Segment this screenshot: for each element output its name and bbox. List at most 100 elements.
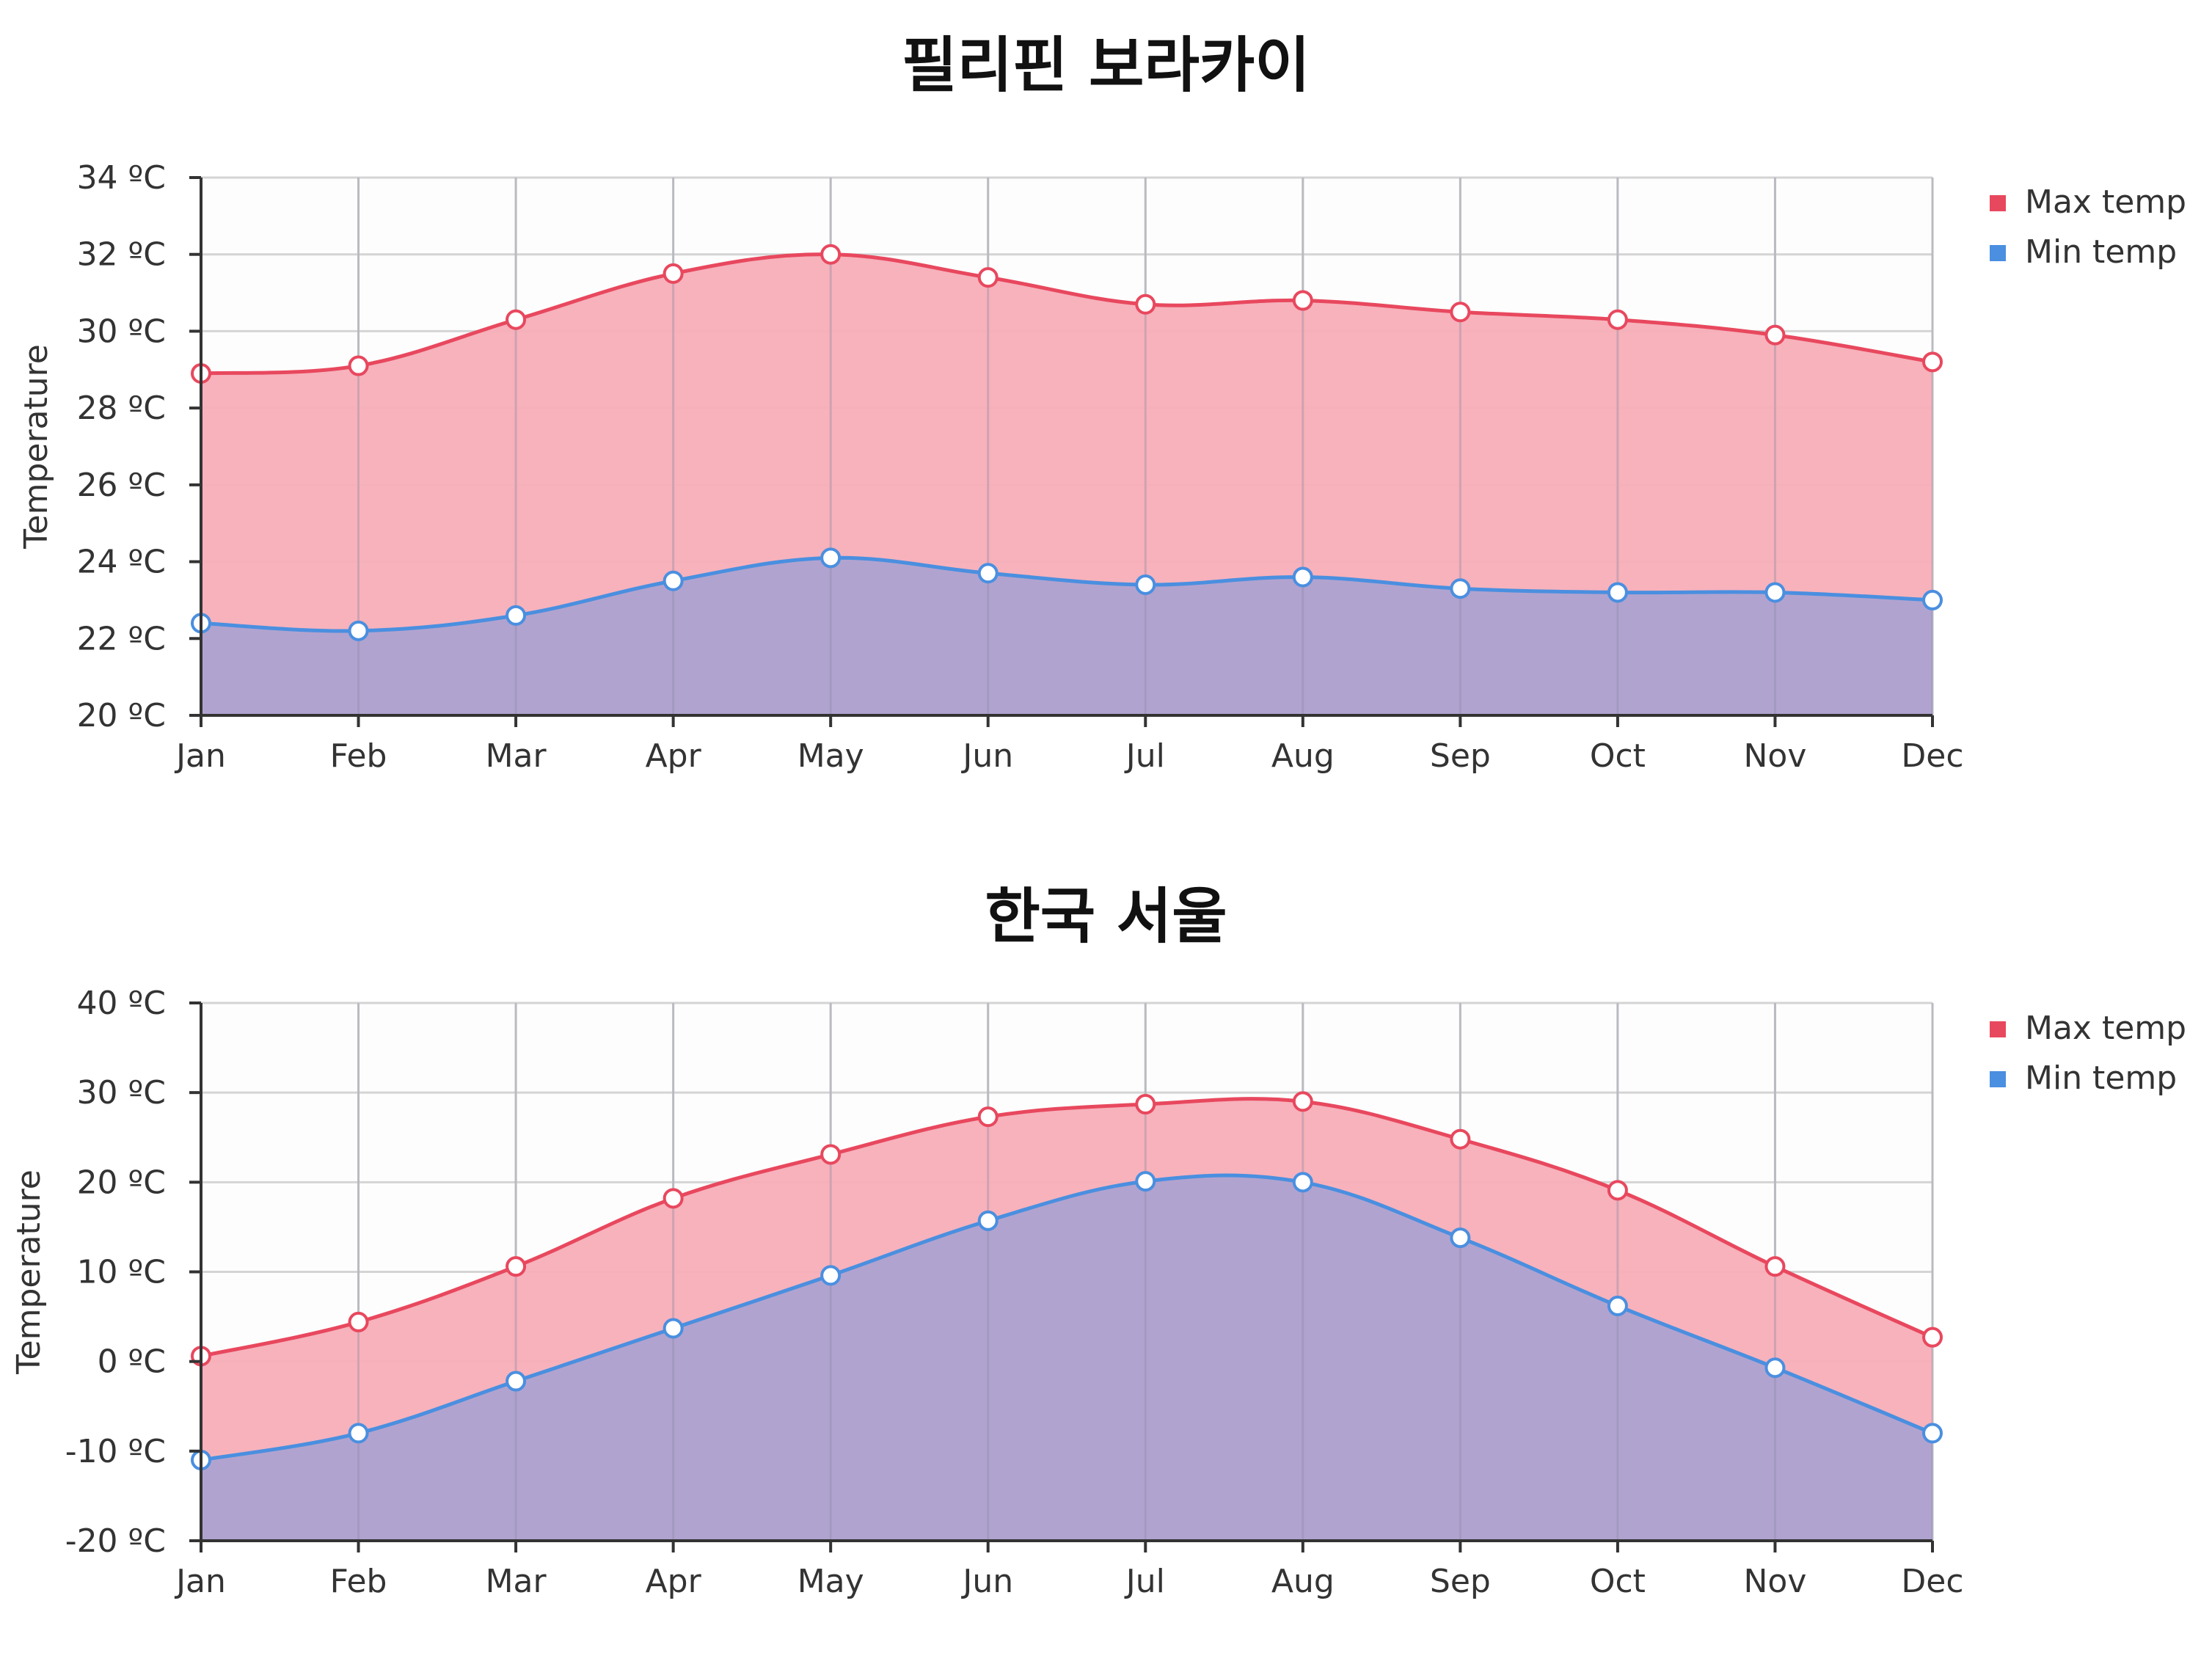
x-tick-label: Jan <box>174 1563 226 1600</box>
y-tick-label: 20 ºC <box>77 697 166 734</box>
legend-label: Max temp <box>2025 183 2186 221</box>
legend-swatch <box>1990 1021 2006 1037</box>
max-temp-point <box>820 1144 842 1165</box>
max-temp-point <box>977 1106 999 1128</box>
min-temp-point <box>1922 589 1943 610</box>
max-temp-point <box>1450 302 1471 323</box>
chart-title: 필리핀 보라카이 <box>902 31 1310 101</box>
min-temp-line <box>200 555 1933 633</box>
min-temp-area <box>201 1175 1932 1541</box>
x-tick-label: Nov <box>1744 1563 1807 1600</box>
min-temp-point <box>1607 1295 1628 1316</box>
x-tick-label: Dec <box>1901 1563 1963 1600</box>
min-temp-point <box>662 1318 684 1339</box>
legend-swatch <box>1990 245 2006 261</box>
min-temp-point <box>348 1423 369 1444</box>
min-temp-point <box>1135 574 1156 595</box>
max-temp-point <box>1135 1094 1156 1115</box>
y-tick-label: 30 ºC <box>77 1074 166 1112</box>
max-temp-point <box>1764 1256 1786 1277</box>
min-temp-point <box>662 570 684 591</box>
min-temp-point <box>1607 582 1628 603</box>
max-temp-point <box>1922 1327 1943 1348</box>
x-tick-label: Apr <box>646 737 702 775</box>
max-temp-point <box>505 1256 527 1277</box>
max-temp-point <box>1764 324 1786 346</box>
chart-seoul: 한국 서울 40 ºC 30 ºC 20 ºC 10 ºC 0 ºC -10 ºC -20 … <box>0 832 2212 1664</box>
min-temp-point <box>1922 1423 1943 1444</box>
x-tick-label: Jan <box>174 737 226 775</box>
max-temp-point <box>662 1188 684 1209</box>
y-tick-label: 30 ºC <box>77 313 166 350</box>
min-temp-point <box>977 1210 999 1231</box>
min-temp-point <box>1764 1357 1786 1379</box>
y-axis-title: Temperature <box>18 344 55 550</box>
x-tick-label: Jun <box>960 1563 1013 1600</box>
x-tick-label: Apr <box>646 1563 702 1600</box>
y-tick-label: -20 ºC <box>65 1522 166 1560</box>
x-tick-label: Aug <box>1271 1563 1335 1600</box>
x-tick-label: Feb <box>330 737 387 775</box>
legend: Max temp Min temp <box>1990 1010 2186 1097</box>
legend-label: Min temp <box>2025 233 2177 271</box>
x-tick-label: Feb <box>330 1563 387 1600</box>
min-temp-point <box>1292 566 1313 588</box>
min-temp-point <box>977 563 999 584</box>
y-tick-label: 28 ºC <box>77 390 166 427</box>
max-temp-point <box>1292 1091 1313 1112</box>
max-temp-line <box>200 252 1933 376</box>
max-temp-point <box>662 263 684 284</box>
y-axis-title: Temperature <box>10 1169 48 1375</box>
x-tick-label: Aug <box>1271 737 1335 775</box>
max-temp-point <box>348 355 369 376</box>
x-tick-label: Jul <box>1124 737 1165 775</box>
min-temp-point <box>505 605 527 626</box>
min-temp-point <box>348 620 369 641</box>
max-temp-point <box>505 309 527 330</box>
chart-title: 한국 서울 <box>985 882 1227 952</box>
y-tick-label: 22 ºC <box>77 620 166 657</box>
y-tick-label: 34 ºC <box>77 159 166 197</box>
x-tick-label: Sep <box>1430 737 1491 775</box>
legend-label: Min temp <box>2025 1059 2177 1097</box>
x-tick-label: Sep <box>1430 1563 1491 1600</box>
legend-label: Max temp <box>2025 1010 2186 1047</box>
max-temp-point <box>1607 309 1628 330</box>
max-temp-point <box>348 1311 369 1332</box>
x-tick-label: Oct <box>1590 1563 1646 1600</box>
max-temp-point <box>977 267 999 288</box>
min-temp-point <box>1292 1172 1313 1193</box>
y-tick-label: -10 ºC <box>65 1433 166 1470</box>
min-temp-point <box>1764 582 1786 603</box>
x-tick-label: Jun <box>960 737 1013 775</box>
max-temp-point <box>820 244 842 265</box>
min-temp-point <box>1450 1227 1471 1249</box>
min-temp-point <box>1450 578 1471 599</box>
y-tick-label: 24 ºC <box>77 544 166 581</box>
x-tick-label: Dec <box>1901 737 1963 775</box>
min-temp-line <box>200 1173 1933 1462</box>
x-tick-label: Mar <box>486 1563 547 1600</box>
x-tick-label: May <box>797 737 864 775</box>
y-tick-label: 20 ºC <box>77 1164 166 1201</box>
min-temp-point <box>1135 1171 1156 1192</box>
x-tick-label: Jul <box>1124 1563 1165 1600</box>
chart-boracay: 필리핀 보라카이 34 ºC 32 ºC 30 ºC 28 ºC 26 ºC 24 ºC 2… <box>18 31 2186 775</box>
max-temp-point <box>1450 1128 1471 1150</box>
legend: Max temp Min temp <box>1990 183 2186 271</box>
legend-swatch <box>1990 195 2006 211</box>
chart-plot-area: 34 ºC 32 ºC 30 ºC 28 ºC 26 ºC 24 ºC 22 ºC 20 ºC… <box>18 159 2186 775</box>
min-temp-point <box>820 547 842 569</box>
legend-swatch <box>1990 1071 2006 1087</box>
x-tick-label: Mar <box>486 737 547 775</box>
y-tick-label: 10 ºC <box>77 1254 166 1291</box>
x-tick-label: Nov <box>1744 737 1807 775</box>
y-tick-label: 32 ºC <box>77 236 166 274</box>
max-temp-point <box>1607 1180 1628 1201</box>
max-temp-line <box>200 1097 1934 1358</box>
x-tick-label: Oct <box>1590 737 1646 775</box>
max-temp-point <box>1135 293 1156 315</box>
y-tick-label: 26 ºC <box>77 467 166 504</box>
max-temp-point <box>1922 351 1943 373</box>
